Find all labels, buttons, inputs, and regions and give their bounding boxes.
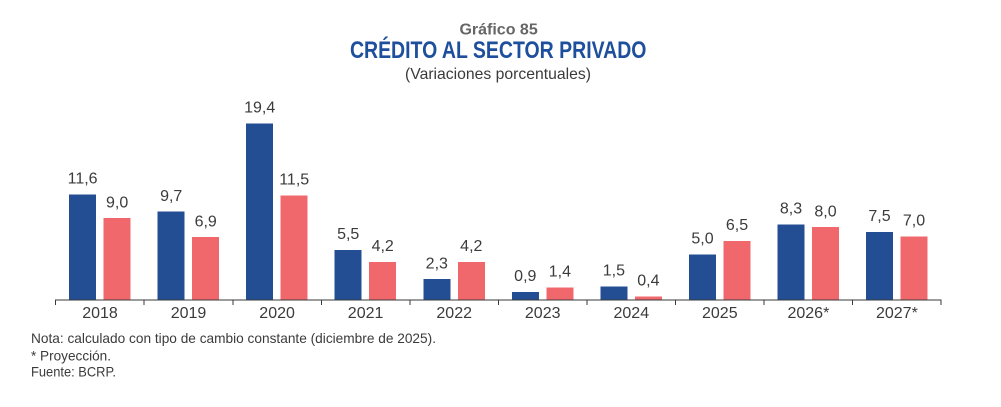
svg-text:2019: 2019 <box>171 305 207 322</box>
svg-text:5,5: 5,5 <box>337 226 359 243</box>
svg-text:2025: 2025 <box>702 305 738 322</box>
svg-text:(Variaciones porcentuales): (Variaciones porcentuales) <box>405 66 591 83</box>
svg-text:2,3: 2,3 <box>426 255 448 272</box>
svg-text:Gráfico 85: Gráfico 85 <box>459 21 537 38</box>
svg-text:2023: 2023 <box>525 305 561 322</box>
svg-text:9,0: 9,0 <box>106 194 128 211</box>
svg-text:Nota: calculado con tipo de ca: Nota: calculado con tipo de cambio const… <box>31 330 436 346</box>
svg-text:19,4: 19,4 <box>244 100 275 117</box>
svg-text:CRÉDITO AL SECTOR PRIVADO: CRÉDITO AL SECTOR PRIVADO <box>350 36 647 64</box>
svg-text:2018: 2018 <box>82 305 118 322</box>
svg-text:6,9: 6,9 <box>195 213 217 230</box>
svg-text:2020: 2020 <box>259 305 295 322</box>
svg-text:2027*: 2027* <box>876 305 918 322</box>
svg-text:11,5: 11,5 <box>279 172 309 189</box>
svg-text:11,6: 11,6 <box>68 171 98 188</box>
svg-text:* Proyección.: * Proyección. <box>31 347 111 363</box>
svg-text:5,0: 5,0 <box>691 231 713 248</box>
svg-text:0,4: 0,4 <box>637 273 659 290</box>
svg-text:Fuente: BCRP.: Fuente: BCRP. <box>31 363 116 379</box>
svg-text:7,0: 7,0 <box>903 213 925 230</box>
svg-text:2026*: 2026* <box>787 305 829 322</box>
svg-text:9,7: 9,7 <box>160 188 182 205</box>
svg-text:1,5: 1,5 <box>603 263 625 280</box>
svg-text:8,3: 8,3 <box>780 201 802 218</box>
svg-text:7,5: 7,5 <box>868 208 890 225</box>
svg-text:1,4: 1,4 <box>549 264 571 281</box>
svg-text:2024: 2024 <box>614 305 650 322</box>
svg-text:2022: 2022 <box>436 305 472 322</box>
svg-text:0,9: 0,9 <box>514 268 536 285</box>
svg-text:8,0: 8,0 <box>814 203 836 220</box>
svg-text:2021: 2021 <box>348 305 384 322</box>
svg-text:6,5: 6,5 <box>726 217 748 234</box>
svg-text:4,2: 4,2 <box>460 238 482 255</box>
svg-text:4,2: 4,2 <box>372 238 394 255</box>
